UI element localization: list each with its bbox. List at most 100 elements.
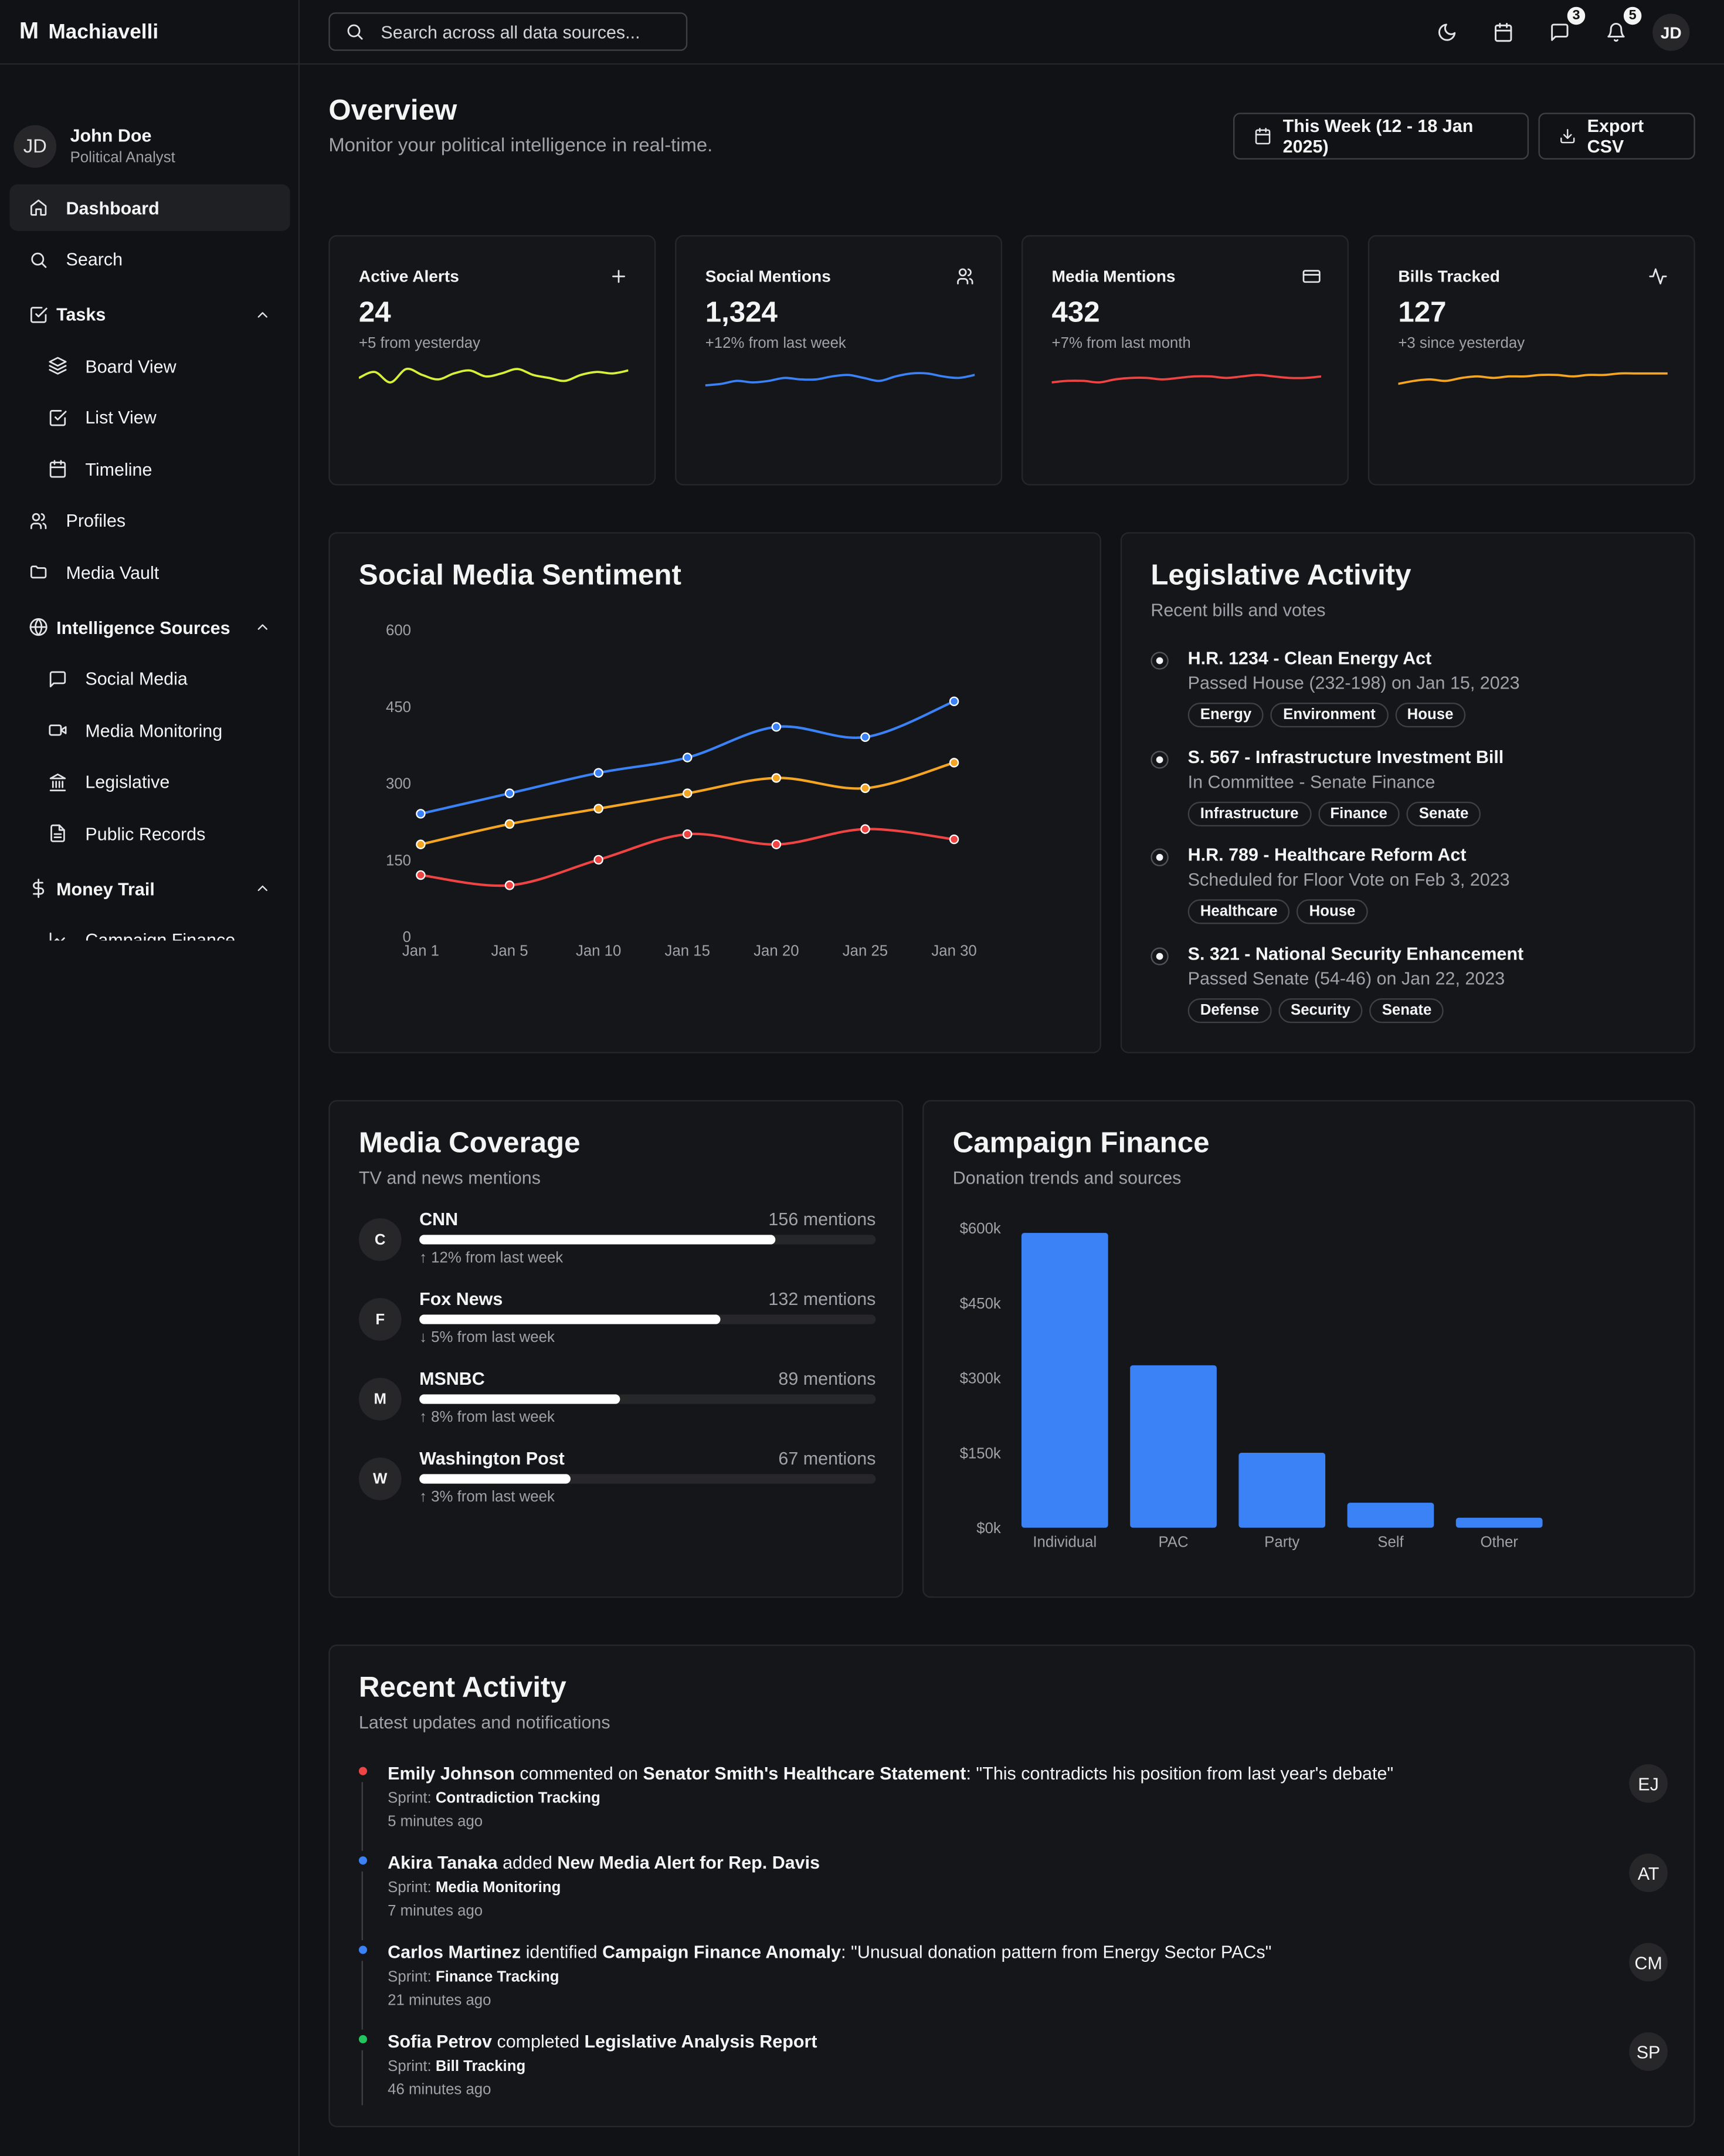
- sidebar-item-social-media[interactable]: Social Media: [9, 655, 290, 702]
- sidebar-item-timeline[interactable]: Timeline: [9, 446, 290, 493]
- activity-verb: added: [497, 1852, 558, 1873]
- data-point[interactable]: [771, 839, 782, 849]
- sprint-value[interactable]: Bill Tracking: [435, 2058, 526, 2075]
- sidebar-item-legislative[interactable]: Legislative: [9, 758, 290, 805]
- activity-extra: : "This contradicts his position from la…: [966, 1762, 1394, 1784]
- activity-item[interactable]: Sofia Petrov completed Legislative Analy…: [358, 2030, 1668, 2116]
- sidebar-item-board-view[interactable]: Board View: [9, 343, 290, 389]
- activity-item[interactable]: Emily Johnson commented on Senator Smith…: [358, 1762, 1668, 1851]
- date-range-button[interactable]: This Week (12 - 18 Jan 2025): [1233, 113, 1529, 160]
- activity-user[interactable]: Emily Johnson: [388, 1762, 515, 1784]
- sprint-value[interactable]: Media Monitoring: [435, 1879, 561, 1897]
- stat-card-social-mentions[interactable]: Social Mentions 1,324 +12% from last wee…: [675, 235, 1003, 486]
- stat-card-active-alerts[interactable]: Active Alerts 24 +5 from yesterday: [328, 235, 656, 486]
- data-point[interactable]: [683, 752, 693, 762]
- sparkline: [358, 367, 629, 384]
- y-tick-label: $600k: [960, 1221, 1001, 1237]
- data-point[interactable]: [771, 722, 782, 732]
- messages-button[interactable]: 3: [1545, 4, 1588, 45]
- avatar[interactable]: CM: [1629, 1943, 1668, 1982]
- data-point[interactable]: [860, 732, 870, 742]
- bill-tag: Defense: [1187, 998, 1272, 1023]
- media-outlet-row[interactable]: C CNN 156 mentions ↑ 12% from last week: [358, 1209, 876, 1287]
- data-point[interactable]: [416, 809, 426, 819]
- sidebar-item-profiles[interactable]: Profiles: [9, 497, 290, 544]
- calendar-button[interactable]: [1489, 18, 1516, 45]
- sidebar-group-tasks[interactable]: Tasks: [9, 291, 290, 338]
- notifications-button[interactable]: 5: [1601, 4, 1645, 45]
- activity-target[interactable]: Campaign Finance Anomaly: [602, 1941, 841, 1962]
- activity-target[interactable]: Legislative Analysis Report: [584, 2030, 817, 2052]
- chevron-up-icon: [257, 311, 268, 317]
- avatar[interactable]: SP: [1629, 2032, 1668, 2071]
- theme-toggle-button[interactable]: [1433, 18, 1460, 45]
- sentiment-chart: 0 150 300 450 600 Jan 1 Jan 5 Jan 10 Jan 15 Jan 2…: [386, 622, 977, 959]
- users-icon: [29, 511, 48, 530]
- data-point[interactable]: [860, 783, 870, 794]
- bar[interactable]: [1347, 1503, 1434, 1528]
- data-point[interactable]: [416, 870, 426, 880]
- sidebar-item-list-view[interactable]: List View: [9, 394, 290, 441]
- data-point[interactable]: [860, 824, 870, 834]
- data-point[interactable]: [593, 804, 603, 813]
- activity-user[interactable]: Sofia Petrov: [388, 2030, 493, 2052]
- activity-item[interactable]: Carlos Martinez identified Campaign Fina…: [358, 1941, 1668, 2030]
- data-point[interactable]: [504, 819, 515, 829]
- activity-time: 7 minutes ago: [388, 1903, 483, 1920]
- bar[interactable]: [1130, 1365, 1217, 1528]
- avatar[interactable]: EJ: [1629, 1764, 1668, 1803]
- calendar-icon: [48, 459, 67, 479]
- avatar[interactable]: JD: [1652, 13, 1690, 51]
- sidebar-item-dashboard[interactable]: Dashboard: [9, 184, 290, 231]
- data-point[interactable]: [949, 696, 959, 706]
- file-text-icon: [48, 823, 67, 843]
- bar[interactable]: [1455, 1517, 1543, 1528]
- media-outlet-row[interactable]: F Fox News 132 mentions ↓ 5% from last week: [358, 1289, 876, 1367]
- data-point[interactable]: [593, 855, 603, 865]
- media-outlet-row[interactable]: M MSNBC 89 mentions ↑ 8% from last week: [358, 1368, 876, 1446]
- bar[interactable]: [1021, 1233, 1108, 1528]
- data-point[interactable]: [771, 773, 782, 783]
- sidebar-group-intelligence[interactable]: Intelligence Sources: [9, 604, 290, 650]
- finance-subtitle: Donation trends and sources: [952, 1167, 1182, 1188]
- outlet-avatar: M: [358, 1378, 402, 1421]
- outlet-name: CNN: [419, 1208, 459, 1229]
- sidebar-item-search[interactable]: Search: [9, 236, 290, 283]
- activity-user[interactable]: Carlos Martinez: [388, 1941, 521, 1962]
- sidebar-item-media-vault[interactable]: Media Vault: [9, 548, 290, 595]
- data-point[interactable]: [683, 788, 693, 798]
- activity-user[interactable]: Akira Tanaka: [388, 1852, 498, 1873]
- activity-target[interactable]: New Media Alert for Rep. Davis: [557, 1852, 820, 1873]
- bill-status: In Committee - Senate Finance: [1187, 771, 1435, 792]
- data-point[interactable]: [949, 834, 959, 845]
- y-tick-label: 0: [403, 929, 411, 945]
- search-bar[interactable]: [328, 12, 688, 51]
- brand[interactable]: M Machiavelli: [0, 0, 298, 65]
- data-point[interactable]: [683, 829, 693, 839]
- message-square-icon: [48, 669, 67, 689]
- export-csv-button[interactable]: Export CSV: [1538, 113, 1695, 160]
- sidebar-item-campaign-finance[interactable]: Campaign Finance: [9, 917, 290, 941]
- data-point[interactable]: [504, 788, 515, 798]
- sidebar-item-media-monitoring[interactable]: Media Monitoring: [9, 707, 290, 754]
- sidebar-item-public-records[interactable]: Public Records: [9, 810, 290, 857]
- data-point[interactable]: [949, 758, 959, 768]
- data-point[interactable]: [416, 839, 426, 849]
- stat-card-media-mentions[interactable]: Media Mentions 432 +7% from last month: [1021, 235, 1349, 486]
- data-point[interactable]: [504, 880, 515, 890]
- sprint-value[interactable]: Contradiction Tracking: [435, 1790, 600, 1807]
- media-outlet-row[interactable]: W Washington Post 67 mentions ↑ 3% from las…: [358, 1448, 876, 1526]
- search-input[interactable]: [381, 21, 684, 42]
- topbar: 3 5 JD: [300, 0, 1724, 65]
- avatar[interactable]: AT: [1629, 1853, 1668, 1893]
- activity-item[interactable]: Akira Tanaka added New Media Alert for R…: [358, 1852, 1668, 1941]
- sidebar-group-money-trail[interactable]: Money Trail: [9, 865, 290, 912]
- bar[interactable]: [1238, 1452, 1326, 1528]
- stat-card-bills-tracked[interactable]: Bills Tracked 127 +3 since yesterday: [1367, 235, 1695, 486]
- data-point[interactable]: [593, 768, 603, 778]
- activity-target[interactable]: Senator Smith's Healthcare Statement: [643, 1762, 966, 1784]
- sprint-value[interactable]: Finance Tracking: [435, 1969, 559, 1986]
- x-tick-label: Jan 15: [665, 943, 710, 959]
- user-profile[interactable]: JD John Doe Political Analyst: [0, 65, 298, 202]
- outlet-avatar: F: [358, 1298, 402, 1341]
